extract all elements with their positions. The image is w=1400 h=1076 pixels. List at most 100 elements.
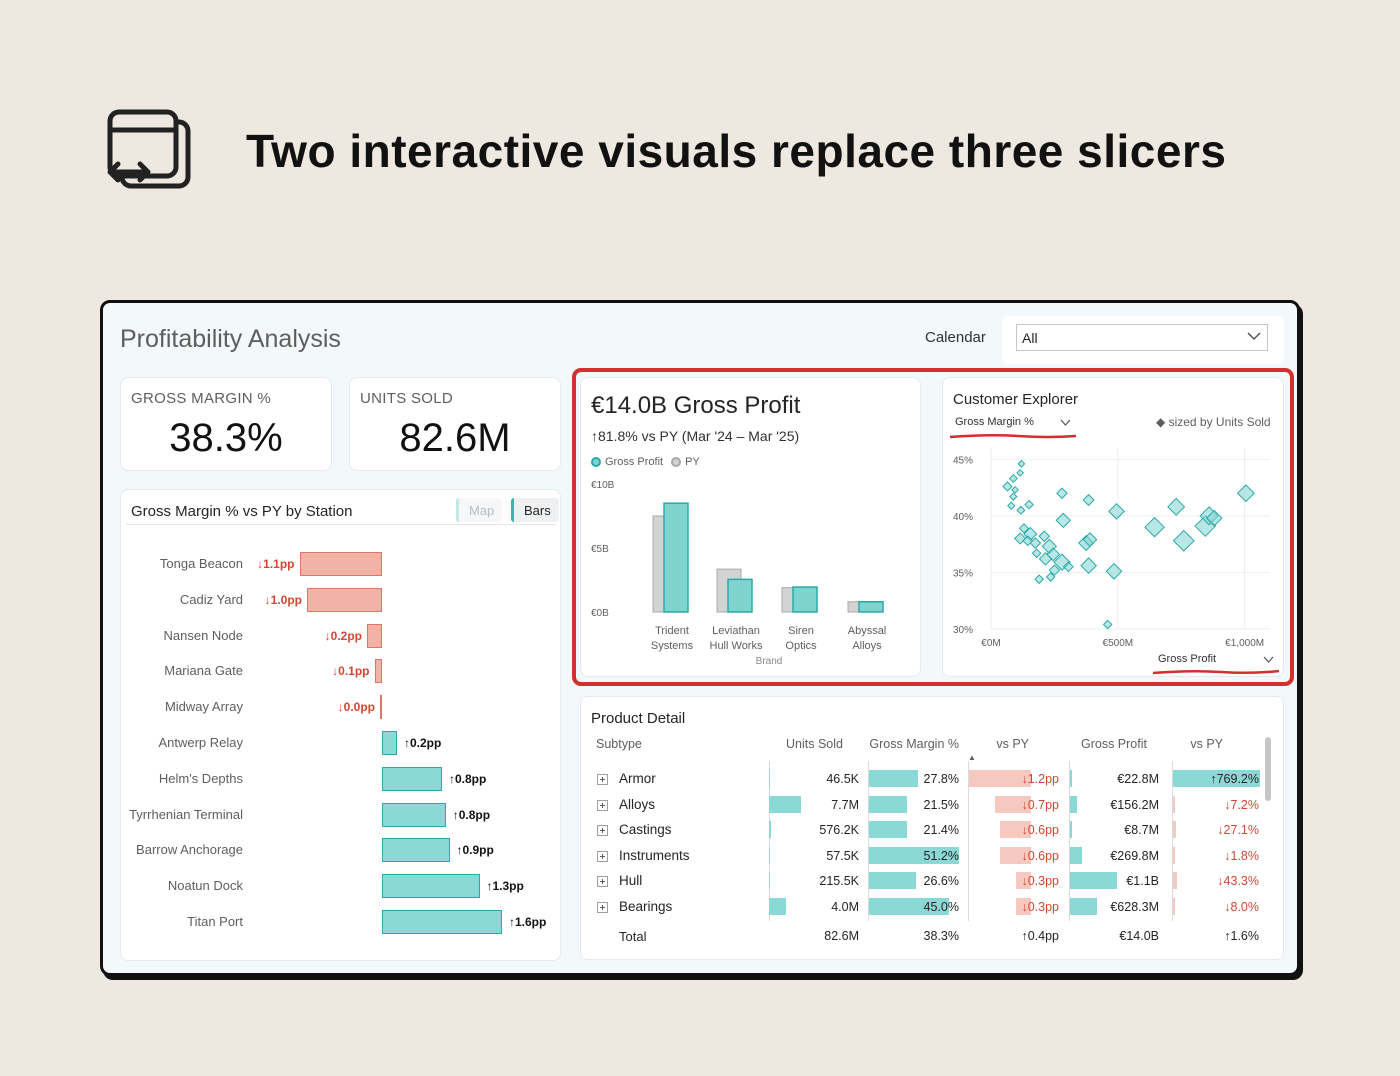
customer-point[interactable]	[1002, 481, 1013, 492]
customer-point[interactable]	[1038, 552, 1053, 566]
station-name: Cadiz Yard	[179, 591, 243, 607]
profit-value: €628.3M	[1110, 899, 1159, 914]
column-header[interactable]: Subtype	[596, 737, 642, 751]
customer-explorer-visual[interactable]: Customer Explorer Gross Margin % ◆ sized…	[942, 377, 1284, 677]
x-axis-metric-value: Gross Profit	[1158, 653, 1217, 665]
customer-point[interactable]	[1024, 499, 1034, 510]
column-header[interactable]: vs PY	[996, 737, 1029, 751]
station-value-label: ↑0.2pp	[404, 736, 442, 750]
column-header[interactable]: Gross Profit	[1081, 737, 1147, 751]
chevron-down-icon	[1263, 656, 1274, 663]
customer-point[interactable]	[1105, 562, 1123, 580]
station-bar	[374, 659, 382, 684]
expand-row-icon[interactable]	[597, 774, 608, 785]
customer-point[interactable]	[1034, 574, 1045, 585]
customer-point[interactable]	[1016, 505, 1026, 515]
column-header[interactable]: vs PY	[1190, 737, 1223, 751]
customer-point[interactable]	[1048, 564, 1061, 577]
customer-point[interactable]	[1007, 501, 1016, 510]
subtype-label[interactable]: Armor	[619, 771, 656, 786]
customer-point[interactable]	[1008, 473, 1018, 484]
profit-py-bar	[1173, 872, 1177, 889]
station-row[interactable]: Helm's Depths ↑0.8pp	[121, 766, 558, 791]
customer-point[interactable]	[1055, 512, 1072, 529]
x-tick-label: €1,000M	[1225, 638, 1264, 649]
column-header[interactable]: Gross Margin %	[869, 737, 959, 751]
sort-arrow-icon[interactable]: ▲	[968, 753, 976, 762]
customer-point[interactable]	[1080, 557, 1098, 575]
x-axis-metric-dropdown[interactable]: Gross Profit	[1154, 650, 1278, 670]
customer-point[interactable]	[1009, 492, 1018, 501]
station-bar	[367, 623, 382, 648]
customer-point[interactable]	[1082, 532, 1098, 548]
profit-py-value: ↓27.1%	[1217, 823, 1259, 837]
bars-toggle-button[interactable]: Bars	[511, 498, 559, 522]
calendar-dropdown[interactable]: All	[1016, 324, 1268, 351]
station-row[interactable]: Titan Port ↑1.6pp	[121, 910, 558, 934]
kpi-value: 82.6M	[399, 416, 511, 460]
customer-point[interactable]	[1017, 459, 1026, 468]
station-row[interactable]: Tonga Beacon ↓1.1pp	[121, 552, 558, 576]
table-scrollbar[interactable]	[1265, 737, 1271, 801]
customer-point[interactable]	[1172, 529, 1195, 552]
customer-point[interactable]	[1082, 493, 1095, 507]
customer-point[interactable]	[1236, 484, 1255, 503]
category-label: Trident	[655, 625, 689, 637]
customer-point[interactable]	[1056, 487, 1068, 500]
profit-py-bar	[1173, 770, 1260, 787]
customer-point[interactable]	[1031, 548, 1042, 559]
gross-profit-bar[interactable]	[663, 502, 689, 613]
station-row[interactable]: Cadiz Yard ↓1.0pp	[121, 587, 558, 612]
y-axis-metric-dropdown[interactable]: Gross Margin %	[951, 413, 1075, 433]
customer-point[interactable]	[1108, 502, 1125, 520]
station-row[interactable]: Antwerp Relay ↑0.2pp	[121, 731, 558, 755]
gross-profit-bar[interactable]	[727, 578, 753, 613]
station-bar	[382, 766, 442, 791]
margin-py-value: ↓0.7pp	[1021, 797, 1059, 812]
customer-point[interactable]	[1144, 516, 1165, 538]
station-bar	[382, 731, 397, 755]
subtype-label[interactable]: Instruments	[619, 847, 690, 863]
customer-point[interactable]	[1167, 497, 1186, 516]
expand-row-icon[interactable]	[597, 901, 608, 913]
station-row[interactable]: Barrow Anchorage ↑0.9pp	[121, 838, 558, 863]
subtype-label[interactable]: Alloys	[619, 796, 656, 812]
margin-bar	[869, 795, 907, 813]
customer-point[interactable]	[1062, 561, 1074, 573]
station-margin-visual: Gross Margin % vs PY by Station Map Bars…	[120, 489, 561, 961]
product-detail-table[interactable]: Product Detail Subtype Units Sold Gross Ma…	[580, 696, 1284, 960]
customer-point[interactable]	[1016, 468, 1025, 477]
customer-point[interactable]	[1011, 485, 1020, 494]
column-separator	[968, 761, 969, 921]
station-row[interactable]: Noatun Dock ↑1.3pp	[121, 874, 558, 899]
gross-profit-visual[interactable]: €14.0B Gross Profit ↑81.8% vs PY (Mar '2…	[580, 377, 921, 677]
units-value: 576.2K	[819, 823, 859, 837]
expand-row-icon[interactable]	[597, 850, 608, 862]
customer-point[interactable]	[1102, 619, 1113, 630]
customer-point[interactable]	[1053, 553, 1071, 571]
map-toggle-button[interactable]: Map	[456, 498, 503, 522]
underline-mark	[1152, 669, 1280, 675]
customer-point[interactable]	[1038, 530, 1051, 543]
subtype-label[interactable]: Bearings	[619, 898, 673, 914]
column-header[interactable]: Units Sold	[786, 737, 843, 751]
station-bar	[299, 552, 382, 576]
x-tick-label: €500M	[1103, 638, 1134, 649]
expand-row-icon[interactable]	[597, 825, 608, 836]
subtype-label[interactable]: Castings	[619, 822, 672, 837]
expand-row-icon[interactable]	[597, 799, 608, 811]
profit-bar	[1070, 770, 1072, 787]
expand-row-icon[interactable]	[597, 876, 608, 887]
customer-point[interactable]	[1018, 523, 1030, 534]
customer-point[interactable]	[1046, 547, 1061, 562]
customer-point[interactable]	[1029, 537, 1042, 549]
gross-profit-bar[interactable]	[792, 586, 818, 613]
subtype-label[interactable]: Hull	[619, 873, 643, 888]
station-row[interactable]: Mariana Gate ↓0.1pp	[121, 659, 558, 684]
customer-point[interactable]	[1045, 572, 1056, 582]
station-row[interactable]: Nansen Node ↓0.2pp	[121, 623, 558, 648]
station-row[interactable]: Midway Array ↓0.0pp	[121, 695, 558, 720]
customer-point[interactable]	[1205, 509, 1223, 527]
station-row[interactable]: Tyrrhenian Terminal ↑0.8pp	[121, 802, 558, 827]
gross-profit-bar[interactable]	[858, 601, 884, 613]
